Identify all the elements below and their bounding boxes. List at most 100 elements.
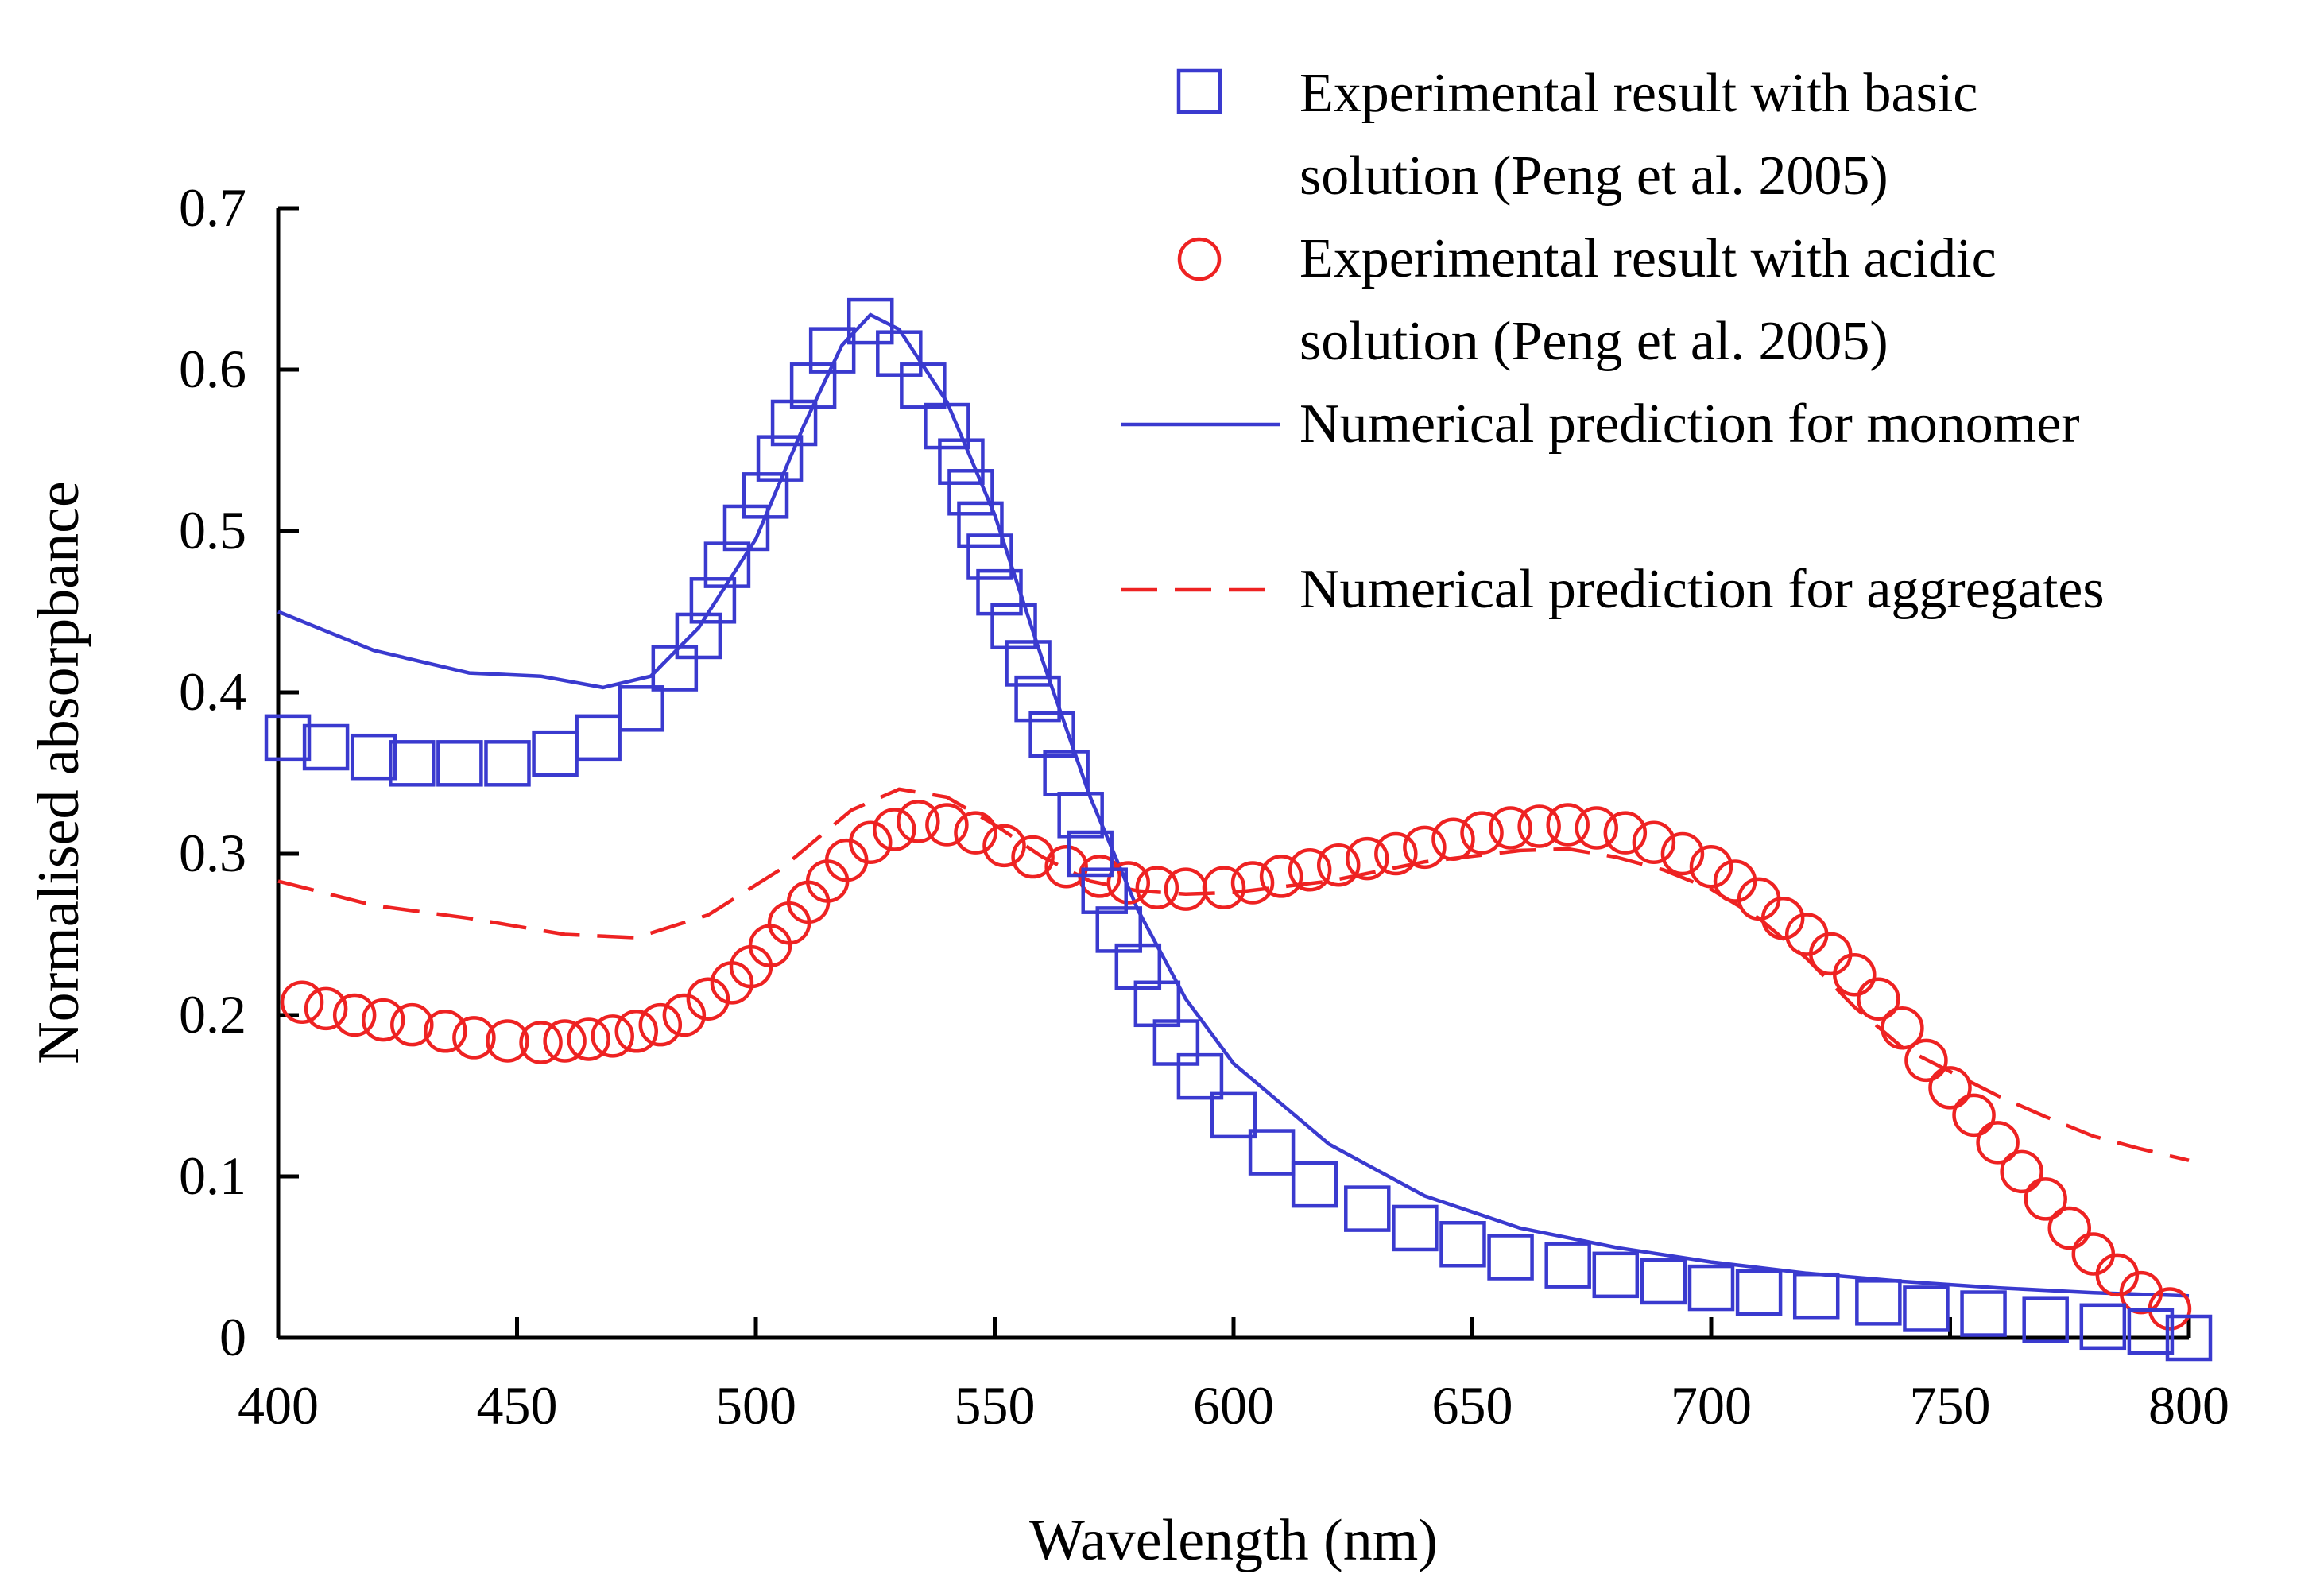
acidic-point	[1230, 861, 1275, 905]
acidic-point	[1460, 811, 1504, 855]
x-tick-label: 800	[2148, 1375, 2229, 1436]
acidic-point	[543, 1019, 587, 1063]
x-tick-label: 750	[1910, 1375, 1991, 1436]
acidic-point	[361, 998, 405, 1042]
legend-label: solution (Peng et al. 2005)	[1300, 311, 1888, 372]
basic-point	[1960, 1290, 2007, 1337]
basic-point	[703, 541, 751, 588]
legend-square-marker	[1176, 68, 1222, 114]
basic-point	[1014, 675, 1061, 723]
basic-point	[957, 501, 1004, 548]
acidic-point	[1011, 835, 1055, 879]
basic-point	[1081, 867, 1128, 914]
x-tick-label: 650	[1432, 1375, 1513, 1436]
legend: Experimental result with basic solution (…	[1121, 63, 2105, 620]
legend-label: solution (Peng et al. 2005)	[1300, 145, 1888, 207]
basic-point	[900, 362, 947, 409]
acidic-point	[567, 1017, 610, 1061]
legend-circle-marker	[1177, 237, 1222, 281]
basic-point	[1439, 1221, 1486, 1268]
acidic-point	[1346, 836, 1389, 881]
acidic-point	[2024, 1177, 2067, 1221]
basic-point	[966, 533, 1013, 580]
acidic-point	[486, 1019, 529, 1063]
acidic-point	[332, 993, 377, 1037]
basic-point	[1640, 1258, 1687, 1305]
acidic-point	[1976, 1121, 2020, 1165]
y-tick-label: 0.6	[179, 339, 246, 399]
y-tick-label: 0	[219, 1307, 246, 1367]
acidic-point	[848, 820, 893, 865]
basic-point	[938, 438, 985, 485]
acidic-point	[2047, 1206, 2091, 1250]
acidic-point	[519, 1021, 563, 1064]
acidic-point	[591, 1014, 634, 1058]
x-tick-label: 700	[1671, 1375, 1752, 1436]
acidic-point	[982, 824, 1026, 868]
legend-label: Experimental result with acidic	[1300, 228, 1997, 289]
basic-point	[1855, 1279, 1902, 1326]
acidic-point	[897, 800, 940, 843]
x-tick-label: 600	[1193, 1375, 1274, 1436]
basic-point	[484, 740, 531, 787]
basic-point	[1291, 1161, 1338, 1208]
acidic-point	[280, 980, 324, 1025]
acidic-point	[1431, 817, 1475, 861]
y-tick-label: 0.7	[179, 177, 246, 238]
basic-point	[742, 472, 789, 519]
basic-point	[1005, 640, 1052, 687]
basic-point	[1067, 830, 1114, 878]
basic-point	[1392, 1204, 1439, 1252]
basic-point	[770, 399, 818, 447]
y-tick-label: 0.4	[179, 661, 246, 722]
y-ticks: 0 0.1 0.2 0.3 0.4 0.5 0.6 0.7	[179, 177, 299, 1367]
acidic-point	[873, 808, 916, 851]
basic-point	[1210, 1091, 1257, 1139]
y-tick-label: 0.3	[179, 823, 246, 883]
basic-point	[675, 612, 722, 660]
acidic-point	[1517, 804, 1561, 848]
acidic-point	[1489, 806, 1532, 850]
basic-point	[532, 730, 579, 777]
acidic-point	[1760, 896, 1805, 940]
basic-point	[689, 577, 737, 624]
basic-point	[722, 504, 770, 552]
basic-point	[2079, 1303, 2127, 1351]
basic-point	[1028, 711, 1075, 758]
plot-area	[264, 297, 2213, 1362]
basic-point	[436, 740, 483, 787]
basic-point	[947, 469, 994, 516]
y-axis-title: Normalised absorpbance	[26, 481, 91, 1064]
x-axis-title: Wavelength (nm)	[1029, 1508, 1438, 1573]
acidic-point	[686, 977, 730, 1021]
acidic-point	[954, 811, 997, 855]
acidic-point	[614, 1010, 658, 1053]
acidic-point	[1316, 843, 1361, 887]
basic-point	[264, 714, 312, 762]
acidic-point	[1202, 866, 1246, 909]
basic-point	[876, 330, 923, 377]
basic-point	[1057, 792, 1104, 839]
basic-point	[2127, 1308, 2175, 1355]
x-tick-label: 400	[238, 1375, 319, 1436]
acidic-point	[1374, 831, 1418, 876]
acidic-point	[662, 993, 707, 1037]
acidic-point	[1135, 866, 1179, 909]
acidic-point	[1164, 867, 1208, 911]
basic-point	[1735, 1269, 1783, 1316]
basic-point	[2165, 1314, 2213, 1362]
acidic-point	[1833, 953, 1877, 997]
y-tick-label: 0.1	[179, 1145, 246, 1206]
acidic-point	[1403, 825, 1447, 870]
series-line-aggregates	[277, 787, 2190, 1162]
basic-point	[1152, 1019, 1200, 1066]
acidic-point	[1952, 1093, 1996, 1138]
acidic-point	[1904, 1038, 1948, 1083]
basic-point	[618, 685, 665, 732]
x-tick-label: 450	[477, 1375, 558, 1436]
series-line-monomer	[277, 312, 2190, 1298]
basic-point	[1687, 1264, 1735, 1312]
basic-point	[1114, 943, 1162, 990]
acidic-point	[304, 986, 348, 1031]
